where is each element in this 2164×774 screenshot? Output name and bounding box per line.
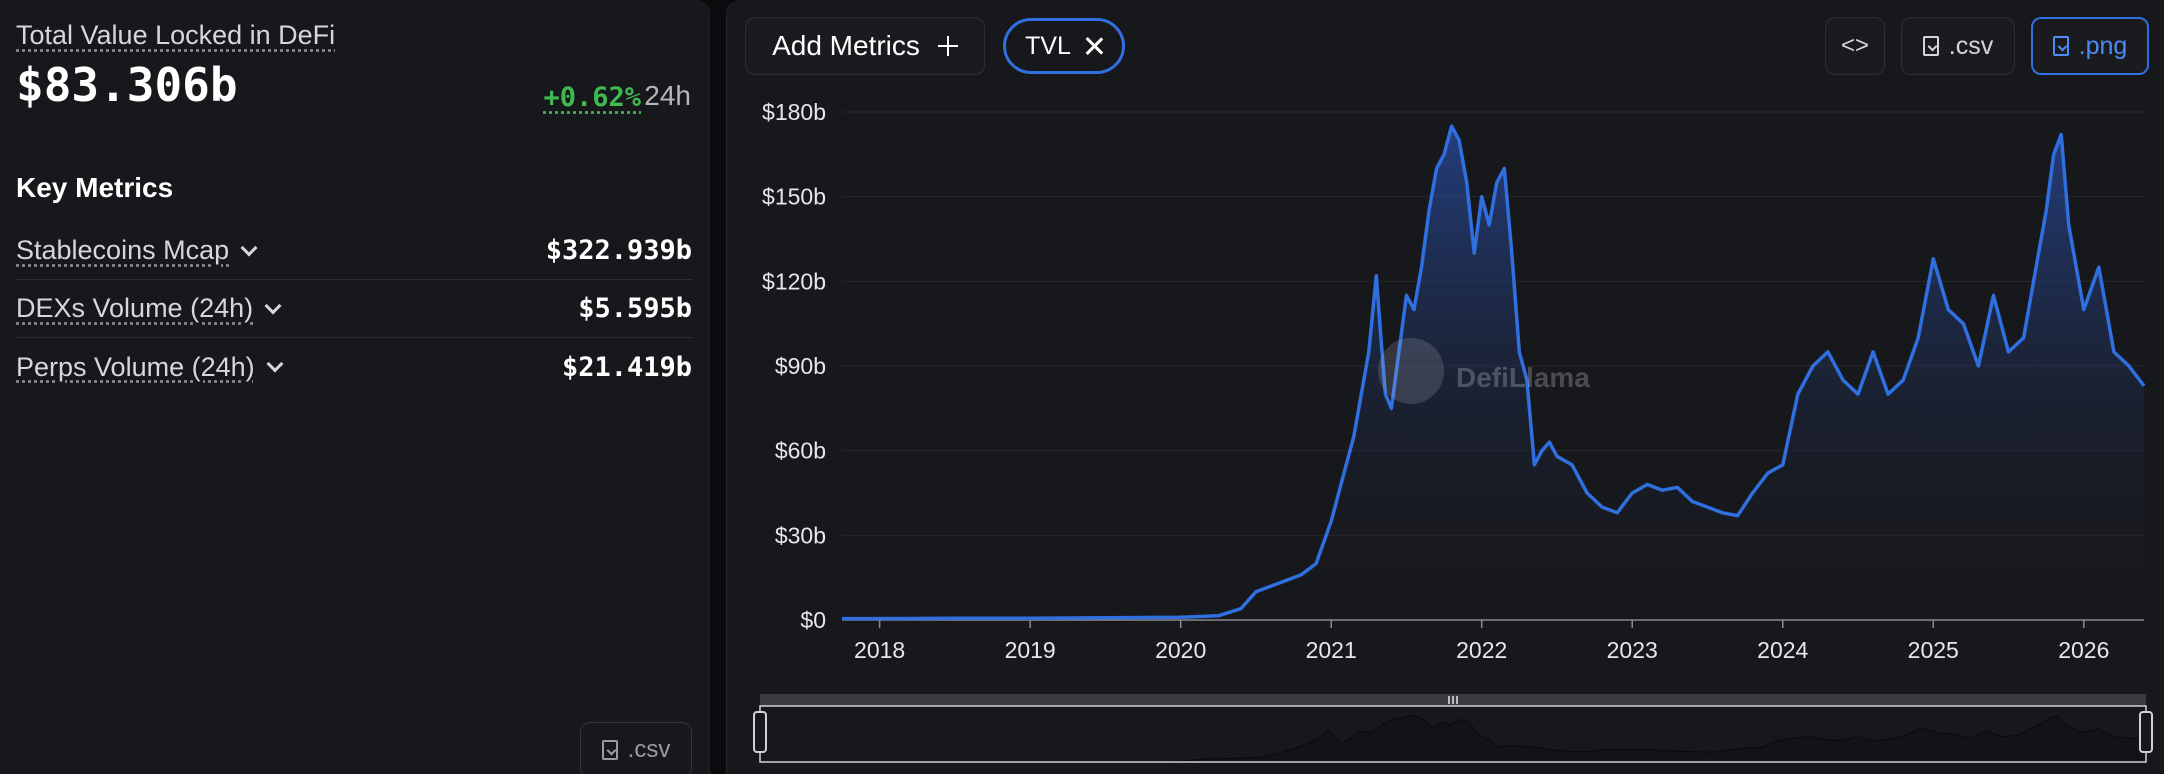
embed-button[interactable]: <> xyxy=(1825,17,1885,75)
metric-row-perps-volume[interactable]: Perps Volume (24h) $21.419b xyxy=(16,338,692,396)
png-download-button[interactable]: .png xyxy=(2031,17,2149,75)
x-tick-label: 2023 xyxy=(1607,637,1658,663)
plus-icon xyxy=(937,36,958,56)
range-brush[interactable] xyxy=(753,694,2153,763)
tvl-line xyxy=(842,124,2146,621)
x-tick-label: 2025 xyxy=(1908,637,1959,663)
metric-label[interactable]: DEXs Volume (24h) xyxy=(16,293,254,323)
metric-value: $322.939b xyxy=(545,235,692,266)
csv-label: .csv xyxy=(627,736,671,763)
tvl-chart: $0 $30b $60b $90b $120b $150b $180b 2018 2019 20… xyxy=(753,99,2153,763)
tvl-label[interactable]: Total Value Locked in DeFi xyxy=(16,20,336,50)
png-label: .png xyxy=(2078,31,2128,60)
x-tick-label: 2018 xyxy=(854,637,905,663)
tvl-metric-pill[interactable]: TVL xyxy=(1003,18,1125,74)
tvl-period: 24h xyxy=(644,80,691,111)
y-tick-label: $90b xyxy=(775,353,826,379)
tvl-change[interactable]: +0.62% xyxy=(543,82,641,113)
x-tick-label: 2021 xyxy=(1306,637,1357,663)
brush-preview xyxy=(759,714,2147,763)
x-tick-label: 2024 xyxy=(1757,637,1808,663)
chevron-down-icon[interactable] xyxy=(240,239,258,256)
metric-label[interactable]: Stablecoins Mcap xyxy=(16,235,230,265)
metric-label[interactable]: Perps Volume (24h) xyxy=(16,351,255,382)
defillama-logo-icon xyxy=(1378,338,1444,404)
chevron-down-icon[interactable] xyxy=(264,297,282,314)
y-tick-label: $60b xyxy=(775,438,826,464)
tvl-area xyxy=(842,126,2144,620)
metric-name: Perps Volume (24h) xyxy=(16,351,284,383)
add-metrics-label: Add Metrics xyxy=(772,30,920,61)
metric-row-dexs-volume[interactable]: DEXs Volume (24h) $5.595b xyxy=(16,280,692,338)
csv-label: .csv xyxy=(1948,31,1994,60)
metric-value: $5.595b xyxy=(578,293,692,324)
y-tick-label: $180b xyxy=(762,99,826,125)
download-file-icon xyxy=(1922,36,1939,56)
download-file-icon xyxy=(2052,36,2069,56)
code-icon: <> xyxy=(1840,32,1870,59)
metric-name: DEXs Volume (24h) xyxy=(16,293,282,324)
metric-value: $21.419b xyxy=(561,351,692,383)
y-tick-label: $0 xyxy=(800,607,826,633)
add-metrics-button[interactable]: Add Metrics xyxy=(745,17,985,75)
tvl-pill-label: TVL xyxy=(1025,31,1071,60)
brush-handle[interactable] xyxy=(2139,711,2153,753)
download-file-icon xyxy=(601,740,618,760)
y-tick-label: $30b xyxy=(775,522,826,548)
y-tick-label: $120b xyxy=(762,268,826,294)
metric-row-stablecoins[interactable]: Stablecoins Mcap $322.939b xyxy=(16,222,692,280)
csv-download-button[interactable]: .csv xyxy=(1901,17,2015,75)
summary-panel: Total Value Locked in DeFi $83.306b +0.6… xyxy=(0,0,710,774)
brush-handle[interactable] xyxy=(753,711,767,753)
metric-name: Stablecoins Mcap xyxy=(16,235,258,266)
tvl-value: $83.306b xyxy=(16,58,238,112)
x-tick-label: 2019 xyxy=(1005,637,1056,663)
chevron-down-icon[interactable] xyxy=(266,355,284,373)
key-metrics-csv-button[interactable]: .csv xyxy=(580,722,692,774)
y-tick-label: $150b xyxy=(762,184,826,210)
x-tick-label: 2026 xyxy=(2058,637,2109,663)
x-tick-label: 2020 xyxy=(1155,637,1206,663)
watermark: DefiLlama xyxy=(1456,362,1590,393)
key-metrics-title: Key Metrics xyxy=(16,172,174,203)
x-tick-label: 2022 xyxy=(1456,637,1507,663)
